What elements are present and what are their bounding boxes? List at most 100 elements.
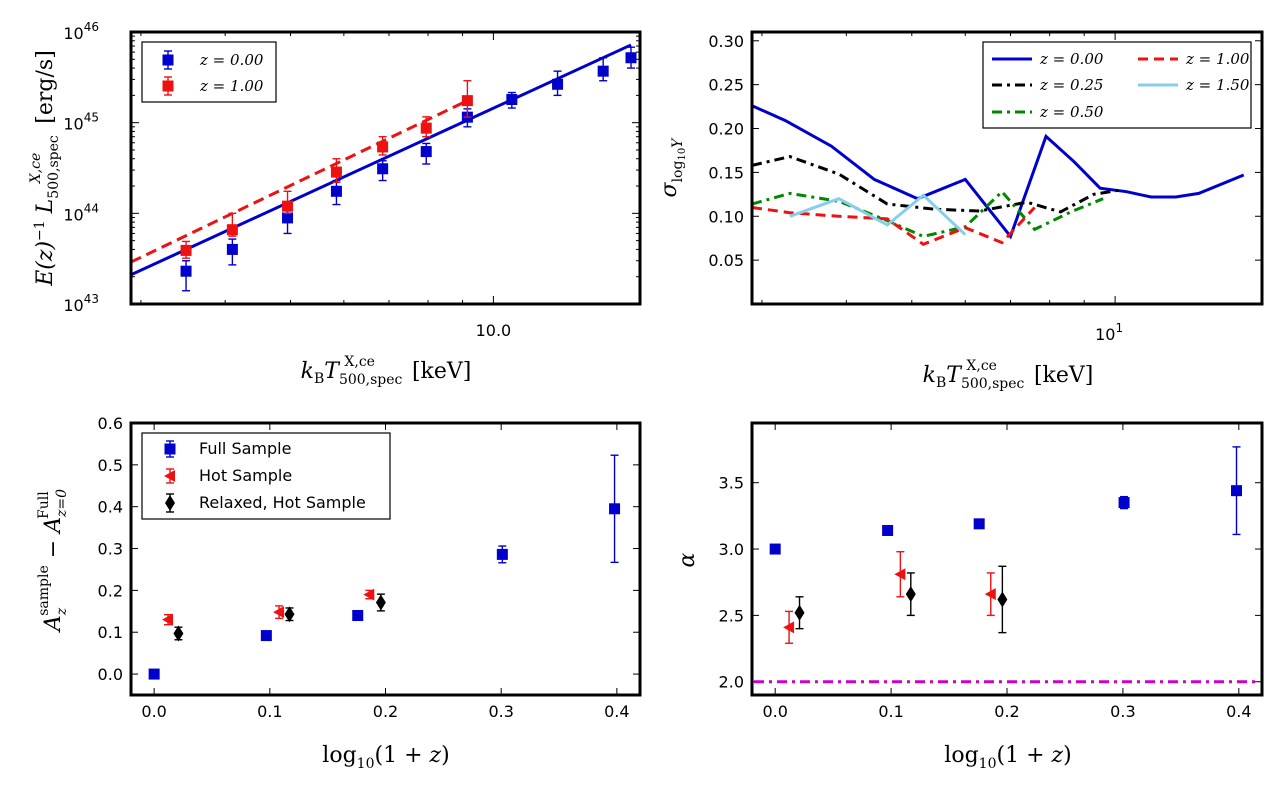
slope-ytick-label: 2.0 (719, 673, 744, 692)
luminosity-series-0-point-2 (282, 212, 294, 224)
luminosity-series-1-point-3 (330, 166, 342, 178)
normalization-ytick-label: 0.5 (98, 456, 123, 475)
scatter-plot-area (752, 104, 1245, 246)
luminosity-legend-label-z1: z = 1.00 (199, 77, 264, 95)
slope-x-axis-label: log10(1 + z) (944, 743, 1071, 772)
luminosity-series-0-fit-line (131, 43, 632, 277)
normalization-diamond-point-1 (284, 606, 295, 623)
slope-plot-frame (750, 421, 1264, 697)
scatter-ytick-label: 0.15 (708, 163, 744, 182)
slope-triangle-left-point-2 (984, 588, 996, 601)
luminosity-plot-frame (129, 30, 642, 306)
normalization-legend-label-hot: Hot Sample (199, 466, 292, 485)
scatter-legend: z = 0.00 z = 0.25 z = 0.50 z = 1.00 z = … (982, 41, 1252, 129)
scatter-ytick-label: 0.25 (708, 76, 744, 95)
slope-square-point-1 (882, 524, 894, 536)
slope-triangle-left-point-1 (894, 568, 906, 581)
scatter-plot-frame (750, 30, 1264, 306)
normalization-square-point-4 (609, 503, 621, 515)
normalization-diamond-point-0 (173, 625, 184, 642)
normalization-legend: Full Sample Hot Sample Relaxed, Hot Samp… (141, 432, 391, 520)
slope-ytick-label: 2.5 (719, 606, 744, 625)
luminosity-legend-box (141, 41, 277, 103)
luminosity-xtick-label: 10.0 (476, 321, 512, 340)
normalization-square-point-3 (496, 548, 508, 560)
luminosity-legend-marker-1 (162, 80, 174, 92)
normalization-ytick-label: 0.4 (98, 498, 123, 517)
slope-xtick-label: 0.3 (1110, 702, 1135, 721)
normalization-xtick-label: 0.2 (373, 702, 398, 721)
normalization-triangle-left-point-1 (273, 606, 285, 619)
slope-ytick-label: 3.0 (719, 540, 744, 559)
normalization-x-axis-label: log10(1 + z) (322, 743, 449, 772)
normalization-xtick-label: 0.1 (257, 702, 282, 721)
slope-triangle-left-point-0 (783, 621, 795, 634)
luminosity-series-1-point-0 (180, 244, 192, 256)
slope-redshift-panel: 0.0 0.1 0.2 0.3 0.4 2.0 2.5 3.0 3.5 α log10(1 + … (675, 421, 1264, 772)
normalization-square-point-1 (260, 630, 272, 642)
luminosity-plot-area (131, 43, 637, 292)
normalization-ytick-label: 0.6 (98, 414, 123, 433)
slope-square-point-4 (1231, 485, 1242, 497)
slope-xtick-label: 0.2 (994, 702, 1019, 721)
normalization-ytick-label: 0.1 (98, 623, 123, 642)
luminosity-series-1-fit-line (131, 99, 469, 264)
normalization-plot-frame (129, 421, 642, 697)
scatter-legend-label-z050: z = 0.50 (1039, 103, 1104, 121)
luminosity-series-1-point-4 (377, 141, 389, 153)
luminosity-legend-marker-0 (162, 54, 174, 66)
slope-y-axis-label: α (675, 552, 700, 567)
normalization-redshift-panel: 0.0 0.1 0.2 0.3 0.40.00.10.20.30.40.50.6 Azs… (36, 414, 642, 772)
luminosity-legend: z = 0.00 z = 1.00 (141, 41, 277, 103)
luminosity-series-0-point-10 (625, 52, 637, 64)
normalization-triangle-left-point-2 (363, 588, 375, 601)
normalization-xtick-label: 0.4 (604, 702, 629, 721)
luminosity-series-0-point-8 (552, 78, 564, 90)
normalization-legend-label-relaxed: Relaxed, Hot Sample (199, 493, 366, 512)
scatter-ytick-label: 0.30 (708, 32, 744, 51)
scatter-legend-label-z000: z = 0.00 (1039, 50, 1104, 68)
luminosity-x-axis-label: kBT500,specX,ce [keV] (301, 354, 472, 388)
slope-xtick-label: 0.0 (762, 702, 787, 721)
scatter-legend-label-z150: z = 1.50 (1185, 76, 1250, 94)
luminosity-series-1-point-2 (282, 200, 294, 212)
luminosity-series-1-point-5 (420, 122, 432, 134)
normalization-legend-label-full: Full Sample (199, 439, 291, 458)
normalization-ytick-label: 0.2 (98, 581, 123, 600)
normalization-square-point-0 (148, 668, 160, 680)
luminosity-series-0-point-1 (226, 243, 238, 255)
normalization-square-point-2 (352, 609, 364, 621)
luminosity-series-0-point-5 (420, 146, 432, 158)
luminosity-series-1-point-6 (461, 95, 473, 107)
scatter-line-100 (752, 206, 1036, 246)
slope-xtick-label: 0.4 (1226, 702, 1251, 721)
normalization-xtick-label: 0.0 (141, 702, 166, 721)
luminosity-series-0-point-9 (597, 65, 609, 77)
luminosity-series-0-point-4 (377, 163, 389, 175)
scatter-legend-box (982, 41, 1252, 129)
normalization-ytick-label: 0.0 (98, 665, 123, 684)
luminosity-legend-label-z0: z = 0.00 (199, 51, 264, 69)
scatter-legend-label-z025: z = 0.25 (1039, 76, 1103, 94)
scatter-ytick-label: 0.10 (708, 207, 744, 226)
slope-diamond-point-1 (905, 586, 916, 603)
slope-diamond-point-2 (997, 591, 1008, 608)
scatter-legend-label-z100: z = 1.00 (1185, 50, 1250, 68)
luminosity-series-0-point-3 (330, 185, 342, 197)
scatter-ytick-label: 0.20 (708, 120, 744, 139)
scatter-line-150 (789, 193, 967, 236)
normalization-legend-marker-2 (165, 495, 175, 511)
scatter-line-000 (752, 104, 1245, 240)
normalization-triangle-left-point-0 (162, 613, 174, 626)
luminosity-series-0-point-7 (506, 94, 518, 106)
normalization-diamond-point-2 (375, 594, 386, 611)
slope-square-point-2 (973, 518, 985, 530)
luminosity-series-0-point-0 (180, 265, 192, 277)
normalization-legend-box (141, 432, 391, 520)
scatter-line-050 (752, 189, 1104, 238)
luminosity-series-1-point-1 (226, 224, 238, 236)
slope-square-point-3 (1118, 497, 1130, 509)
